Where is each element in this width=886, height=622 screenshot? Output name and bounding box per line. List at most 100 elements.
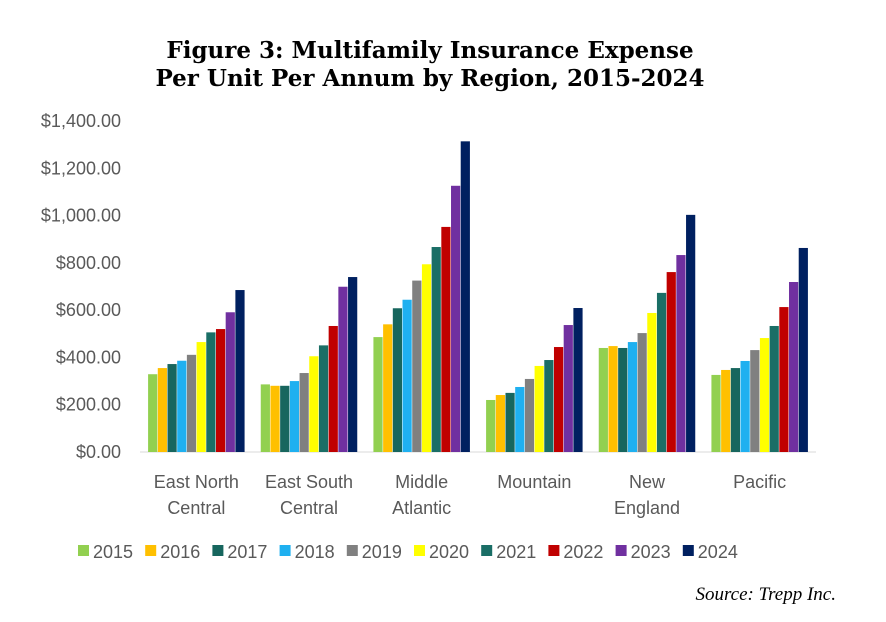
bar-2019-east-south-central — [299, 373, 309, 452]
y-tick-label: $400.00 — [56, 347, 121, 367]
x-category-label: Mountain — [497, 472, 571, 492]
legend-swatch-2024 — [682, 545, 694, 556]
bar-2023-middle-atlantic — [451, 185, 461, 452]
bar-2016-new-england — [608, 346, 618, 452]
bar-2022-east-south-central — [328, 325, 338, 452]
bar-2020-new-england — [647, 312, 657, 452]
legend-label-2021: 2021 — [496, 542, 536, 562]
legend-swatch-2021 — [481, 545, 493, 556]
bar-2021-east-south-central — [318, 345, 329, 452]
bar-2023-new-england — [676, 255, 686, 452]
legend-swatch-2023 — [615, 545, 627, 556]
legend-label-2020: 2020 — [429, 542, 469, 562]
legend-label-2016: 2016 — [160, 542, 200, 562]
y-tick-label: $800.00 — [56, 253, 121, 273]
bar-2024-new-england — [686, 214, 696, 452]
bar-2015-middle-atlantic — [373, 337, 383, 452]
bar-2016-pacific — [721, 369, 731, 452]
bar-2022-mountain — [553, 347, 564, 452]
bar-2018-east-south-central — [289, 381, 300, 452]
legend-swatch-2015 — [78, 545, 89, 556]
legend-swatch-2019 — [346, 545, 358, 556]
x-category-label: East North — [154, 472, 239, 492]
bar-2024-pacific — [798, 247, 808, 452]
bar-2022-middle-atlantic — [441, 226, 451, 452]
bar-2018-east-north-central — [177, 360, 187, 452]
bar-2015-east-north-central — [148, 374, 158, 452]
bar-2019-pacific — [750, 350, 760, 452]
bar-2020-middle-atlantic — [421, 264, 432, 452]
bar-2020-mountain — [534, 365, 544, 452]
bar-2021-new-england — [656, 292, 667, 452]
legend-label-2022: 2022 — [563, 542, 603, 562]
bar-2016-east-south-central — [270, 385, 280, 452]
x-category-label: New — [629, 472, 666, 492]
bar-2017-east-south-central — [280, 385, 290, 452]
bar-2017-mountain — [505, 392, 515, 452]
bar-2017-new-england — [618, 347, 628, 452]
y-tick-label: $0.00 — [76, 442, 121, 462]
x-category-label: Middle — [395, 472, 448, 492]
legend-label-2019: 2019 — [362, 542, 402, 562]
bar-2019-middle-atlantic — [412, 280, 422, 452]
bar-2020-east-south-central — [309, 356, 319, 452]
legend-label-2018: 2018 — [295, 542, 335, 562]
bar-2019-mountain — [524, 378, 535, 452]
bar-2016-mountain — [495, 395, 505, 452]
bar-2024-east-south-central — [348, 277, 358, 452]
legend-label-2023: 2023 — [631, 542, 671, 562]
x-category-label: Pacific — [733, 472, 786, 492]
legend-swatch-2016 — [145, 545, 157, 556]
bar-2024-east-north-central — [235, 290, 245, 452]
bar-2024-mountain — [573, 308, 583, 452]
y-tick-label: $1,000.00 — [41, 206, 121, 226]
bar-2015-new-england — [598, 347, 608, 452]
bar-2017-pacific — [730, 368, 741, 452]
bar-2022-new-england — [666, 272, 676, 452]
bar-2020-east-north-central — [196, 342, 206, 452]
bar-2016-middle-atlantic — [383, 324, 393, 452]
bar-2024-middle-atlantic — [460, 141, 470, 452]
bar-2017-east-north-central — [167, 364, 177, 452]
bar-2019-new-england — [637, 333, 647, 452]
source-note: Source: Trepp Inc. — [695, 584, 836, 605]
legend-swatch-2017 — [212, 545, 224, 556]
bar-2021-middle-atlantic — [431, 247, 441, 452]
legend-swatch-2020 — [414, 545, 425, 556]
bar-2015-east-south-central — [260, 384, 270, 452]
y-tick-label: $1,200.00 — [41, 158, 121, 178]
chart-title-line-1: Figure 3: Multifamily Insurance Expense — [166, 37, 693, 64]
legend-label-2024: 2024 — [698, 542, 738, 562]
bar-2016-east-north-central — [157, 368, 167, 452]
bar-2018-pacific — [740, 360, 750, 452]
x-category-label: East South — [265, 472, 353, 492]
legend-swatch-2022 — [548, 545, 560, 556]
bar-2022-pacific — [779, 307, 789, 452]
x-category-label: Central — [280, 498, 338, 518]
bar-2017-middle-atlantic — [392, 308, 403, 452]
x-category-label: Atlantic — [392, 498, 451, 518]
bar-2021-pacific — [769, 325, 779, 452]
bar-2023-east-south-central — [338, 286, 348, 452]
bar-2023-mountain — [563, 325, 573, 452]
bar-2021-east-north-central — [206, 332, 216, 452]
y-tick-label: $1,400.00 — [41, 111, 121, 131]
y-tick-label: $200.00 — [56, 395, 121, 415]
x-category-label: England — [614, 498, 680, 518]
bar-2018-middle-atlantic — [402, 299, 412, 452]
bar-2018-new-england — [627, 342, 638, 452]
bar-2018-mountain — [515, 386, 525, 452]
bar-2015-mountain — [486, 399, 496, 452]
legend-label-2015: 2015 — [93, 542, 133, 562]
legend-swatch-2018 — [279, 545, 291, 556]
bar-2020-pacific — [759, 338, 770, 452]
legend-label-2017: 2017 — [227, 542, 267, 562]
bar-2023-pacific — [789, 282, 799, 452]
bar-2015-pacific — [711, 374, 721, 452]
bar-2023-east-north-central — [225, 312, 235, 452]
bar-2019-east-north-central — [186, 354, 197, 452]
bar-2022-east-north-central — [215, 329, 226, 452]
y-tick-label: $600.00 — [56, 300, 121, 320]
